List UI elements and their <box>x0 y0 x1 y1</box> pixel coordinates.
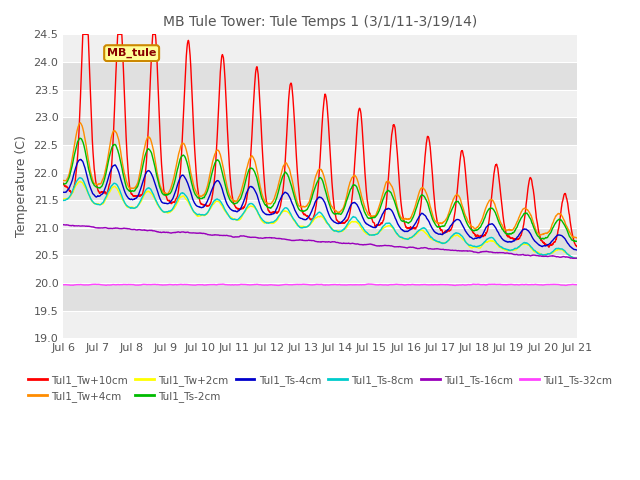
Bar <box>63 35 577 62</box>
Bar <box>63 90 577 117</box>
Bar <box>63 255 577 283</box>
Title: MB Tule Tower: Tule Temps 1 (3/1/11-3/19/14): MB Tule Tower: Tule Temps 1 (3/1/11-3/19… <box>163 15 477 29</box>
Bar <box>63 62 577 90</box>
Legend: Tul1_Tw+10cm, Tul1_Tw+4cm, Tul1_Tw+2cm, Tul1_Ts-2cm, Tul1_Ts-4cm, Tul1_Ts-8cm, T: Tul1_Tw+10cm, Tul1_Tw+4cm, Tul1_Tw+2cm, … <box>24 371 616 406</box>
Bar <box>63 145 577 172</box>
Bar <box>63 311 577 338</box>
Bar <box>63 200 577 228</box>
Text: MB_tule: MB_tule <box>107 48 156 58</box>
Bar <box>63 228 577 255</box>
Bar <box>63 283 577 311</box>
Bar <box>63 172 577 200</box>
Y-axis label: Temperature (C): Temperature (C) <box>15 135 28 237</box>
Bar <box>63 117 577 145</box>
